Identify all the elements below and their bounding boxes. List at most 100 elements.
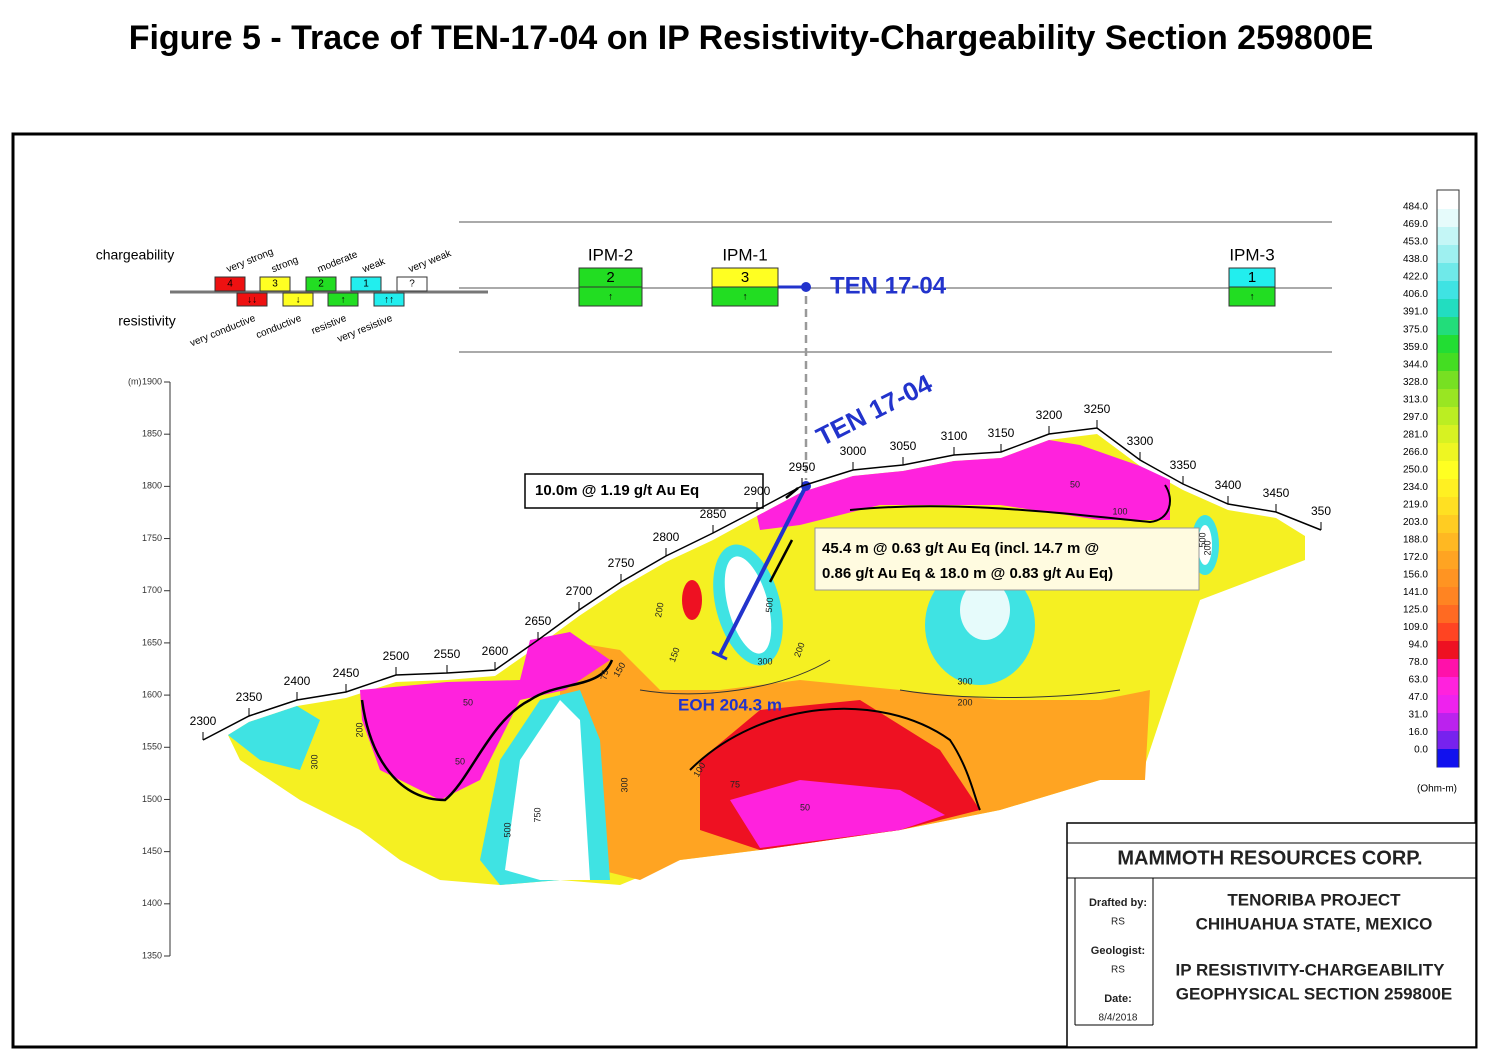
- contour-label: 50: [463, 697, 473, 707]
- anomaly-bottom: [578, 286, 643, 307]
- contour-label: 750: [532, 807, 542, 822]
- chargeability-code: 1: [363, 279, 369, 290]
- scale-label: 438.0: [1403, 254, 1428, 265]
- scale-label: 63.0: [1409, 675, 1429, 686]
- contour-label: 500: [764, 597, 775, 613]
- white-east: [1198, 525, 1212, 565]
- scale-swatch: [1437, 749, 1459, 768]
- section-name: IP RESISTIVITY-CHARGEABILITY: [1176, 960, 1446, 979]
- axis-tick-label: 1650: [142, 637, 162, 647]
- station-label: 2350: [236, 690, 263, 704]
- field-value: RS: [1111, 917, 1125, 928]
- contour-label: 500: [1197, 532, 1207, 547]
- collar: [801, 282, 811, 292]
- contour-line: [849, 484, 1171, 524]
- legend-label: chargeability: [96, 247, 175, 263]
- scale-label: 266.0: [1403, 447, 1428, 458]
- axis-unit: (m): [128, 376, 142, 386]
- station-label: 2950: [789, 460, 816, 474]
- station-label: 2900: [744, 484, 771, 498]
- resistivity-swatch: [282, 292, 314, 307]
- chargeability-name: very weak: [407, 248, 454, 275]
- axis-tick-label: 1400: [142, 898, 162, 908]
- intercept-label: 0.86 g/t Au Eq & 18.0 m @ 0.83 g/t Au Eq…: [822, 565, 1113, 582]
- scale-label: 297.0: [1403, 412, 1428, 423]
- contour-line: [639, 659, 831, 695]
- station-label: 3400: [1215, 478, 1242, 492]
- white-slot: [505, 700, 590, 880]
- station-label: 3300: [1127, 434, 1154, 448]
- resistivity-swatch: [236, 292, 268, 307]
- contour-label: 50: [455, 756, 465, 766]
- drill-end: [711, 650, 728, 661]
- axis-tick-label: 1800: [142, 481, 162, 491]
- resistivity-symbol: ↑: [341, 295, 346, 306]
- scale-label: 31.0: [1409, 710, 1429, 721]
- station-label: 3200: [1036, 408, 1063, 422]
- axis-tick-label: 1550: [142, 742, 162, 752]
- scale-swatch: [1437, 353, 1459, 372]
- anomaly-symbol: ↑: [608, 292, 613, 303]
- field-value: RS: [1111, 965, 1125, 976]
- resistivity-swatch: [327, 292, 359, 307]
- contour-label: 200: [653, 602, 665, 619]
- field-label: Date:: [1104, 993, 1132, 1005]
- scale-swatch: [1437, 443, 1459, 462]
- anomaly-name: IPM-1: [722, 245, 767, 264]
- project: TENORIBA PROJECT: [1227, 890, 1401, 909]
- chargeability-swatch: [305, 276, 337, 292]
- scale-swatch: [1437, 659, 1459, 678]
- station-label: 2550: [434, 647, 461, 661]
- scale-label: 141.0: [1403, 587, 1428, 598]
- scale-swatch: [1437, 677, 1459, 696]
- scale-label: 281.0: [1403, 429, 1428, 440]
- axis-tick-label: 1900: [142, 376, 162, 386]
- axis-tick-label: 1500: [142, 794, 162, 804]
- contour-label: 50: [1070, 479, 1080, 489]
- chargeability-name: weak: [360, 256, 388, 276]
- scale-label: 375.0: [1403, 324, 1428, 335]
- anomaly-name: IPM-2: [588, 245, 633, 264]
- chargeability-name: moderate: [316, 249, 360, 275]
- station-label: 2500: [383, 649, 410, 663]
- contour-line: [899, 689, 1121, 698]
- scale-swatch: [1437, 623, 1459, 642]
- anomaly-code: 2: [606, 269, 614, 286]
- axis-tick-label: 1600: [142, 689, 162, 699]
- company: MAMMOTH RESOURCES CORP.: [1117, 847, 1422, 869]
- station-label: 2600: [482, 644, 509, 658]
- scale-swatch: [1437, 479, 1459, 498]
- contour-label: 500: [502, 822, 512, 837]
- chargeability-code: 3: [272, 279, 278, 290]
- contour-label: 200: [792, 641, 807, 659]
- intercept-label: 10.0m @ 1.19 g/t Au Eq: [535, 482, 699, 499]
- scale-swatch: [1437, 335, 1459, 354]
- anomaly-symbol: ↑: [743, 292, 748, 303]
- resistivity-name: conductive: [255, 313, 304, 341]
- scale-label: 16.0: [1409, 727, 1429, 738]
- title-block: MAMMOTH RESOURCES CORP. TENORIBA PROJECT…: [1066, 822, 1477, 1048]
- contour-label: 300: [757, 656, 772, 666]
- cyan-core: [960, 580, 1010, 640]
- scale-swatch: [1437, 389, 1459, 408]
- station-label: 2800: [653, 530, 680, 544]
- scale-swatch: [1437, 605, 1459, 624]
- axis-tick-label: 1850: [142, 429, 162, 439]
- station-label: 3150: [988, 426, 1015, 440]
- station-label: 2750: [608, 556, 635, 570]
- scale-label: 94.0: [1409, 640, 1429, 651]
- scale-swatch: [1437, 299, 1459, 318]
- station-label: 350: [1311, 504, 1331, 518]
- scale-swatch: [1437, 371, 1459, 390]
- chargeability-code: 2: [318, 279, 324, 290]
- scale-label: 391.0: [1403, 307, 1428, 318]
- drill-label: TEN 17-04: [811, 368, 937, 452]
- station-label: 3100: [941, 429, 968, 443]
- magenta-top: [757, 440, 1170, 530]
- resistivity-name: very conductive: [189, 313, 258, 349]
- scale-swatch: [1437, 227, 1459, 246]
- field-value: 8/4/2018: [1099, 1013, 1138, 1024]
- scale-label: 172.0: [1403, 552, 1428, 563]
- scale-label: 344.0: [1403, 359, 1428, 370]
- scale-swatch: [1437, 317, 1459, 336]
